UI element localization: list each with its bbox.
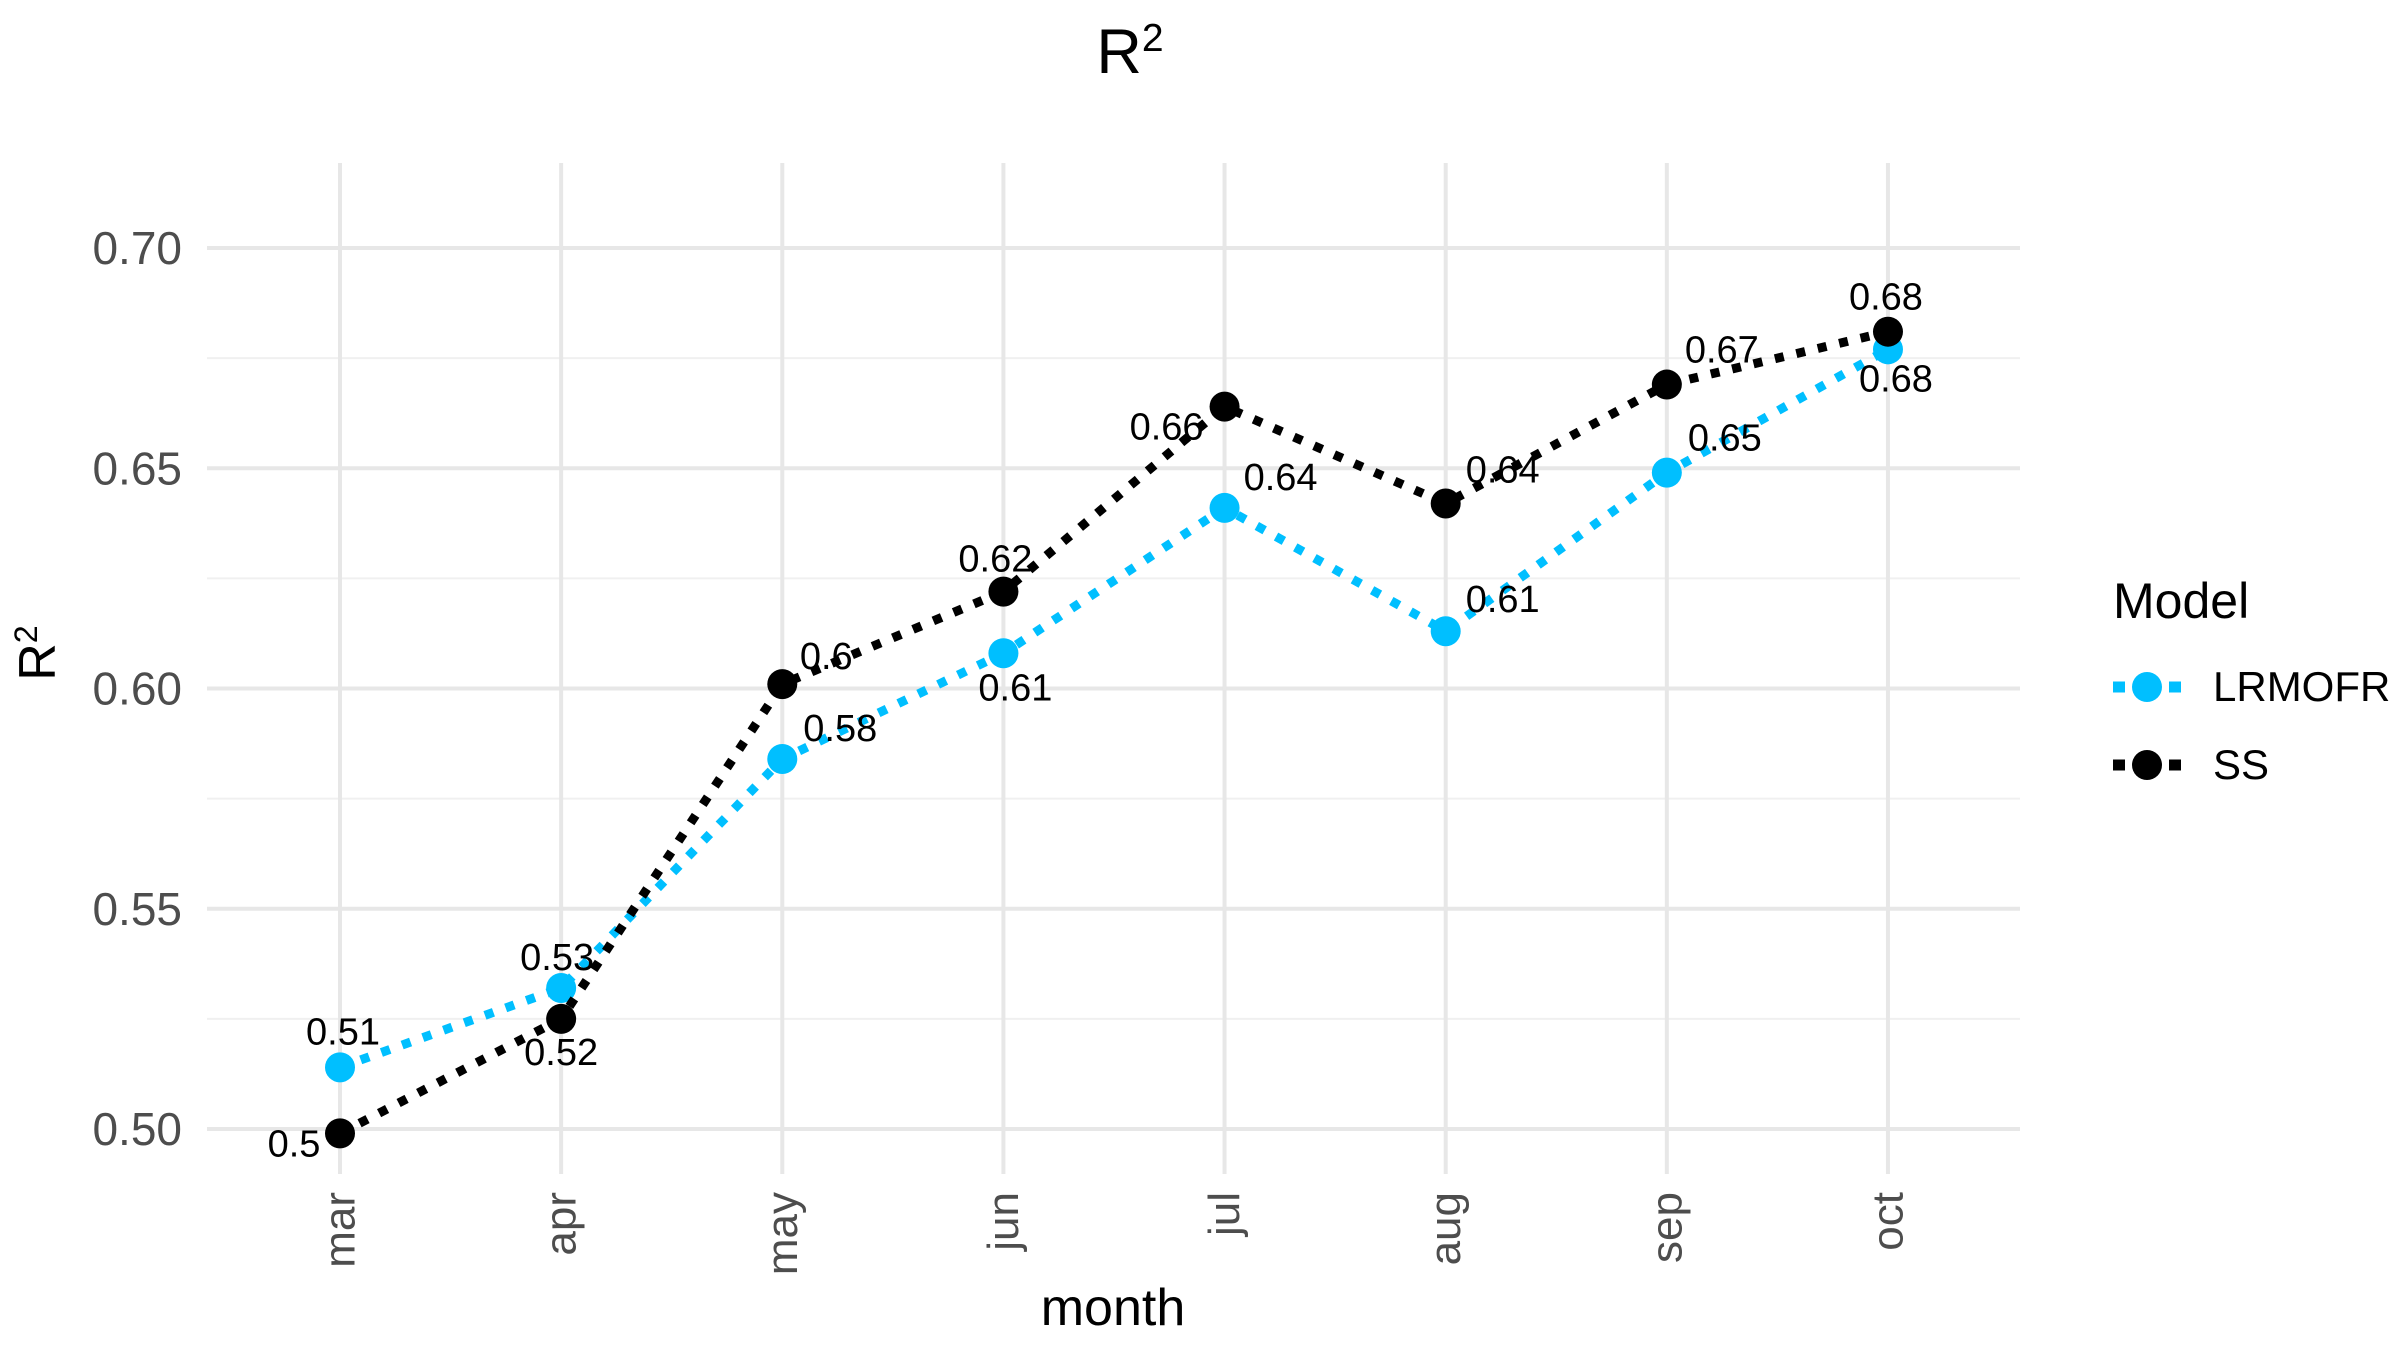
data-point-ss-sep — [1651, 369, 1682, 400]
data-point-ss-jul — [1209, 391, 1240, 422]
legend-key-ss-icon — [2113, 750, 2181, 780]
series-line-ss — [337, 327, 1890, 1138]
legend-key-dash — [2113, 759, 2125, 771]
data-point-ss-oct — [1872, 316, 1903, 347]
data-point-ss-mar — [325, 1118, 355, 1149]
data-point-lrmofr-apr — [546, 973, 577, 1004]
x-tick-label-mar: mar — [316, 1192, 365, 1268]
data-point-label-ss-sep: 0.67 — [1685, 330, 1759, 372]
y-tick-label: 0.50 — [92, 1103, 182, 1155]
data-point-ss-apr — [546, 1003, 577, 1034]
legend-key-point — [2132, 750, 2162, 780]
y-tick-label: 0.60 — [92, 663, 182, 715]
x-tick-label-apr: apr — [537, 1192, 586, 1256]
data-point-lrmofr-jun — [988, 638, 1019, 669]
legend-key-dash — [2169, 681, 2181, 693]
data-point-lrmofr-may — [767, 743, 798, 774]
x-tick-label-may: may — [758, 1192, 807, 1275]
data-point-lrmofr-mar — [325, 1052, 355, 1083]
data-point-label-lrmofr-aug: 0.61 — [1466, 579, 1540, 621]
data-point-label-ss-aug: 0.64 — [1466, 449, 1540, 491]
data-point-label-lrmofr-jun: 0.61 — [978, 667, 1052, 709]
x-tick-label-aug: aug — [1421, 1192, 1470, 1265]
x-axis-title: month — [1040, 1279, 1186, 1337]
data-point-label-ss-apr: 0.52 — [524, 1032, 598, 1074]
data-point-label-lrmofr-mar: 0.51 — [306, 1011, 380, 1053]
data-point-label-lrmofr-apr: 0.53 — [520, 937, 594, 979]
data-point-label-ss-jul: 0.66 — [1130, 407, 1204, 449]
y-tick-label: 0.65 — [92, 442, 182, 494]
plot-title-text: R — [1096, 17, 1142, 87]
legend-key-dash — [2113, 681, 2125, 693]
legend-item-ss: SS — [2113, 741, 2390, 788]
x-tick-label-jul: jul — [1200, 1192, 1249, 1238]
series-line-lrmofr — [338, 345, 1891, 1072]
plot-title-superscript: 2 — [1141, 17, 1164, 60]
legend-key-lrmofr-icon — [2113, 672, 2181, 702]
data-point-label-ss-mar: 0.5 — [268, 1123, 321, 1165]
data-point-ss-aug — [1430, 488, 1461, 519]
legend-label-ss: SS — [2213, 741, 2270, 788]
data-point-lrmofr-jul — [1209, 492, 1240, 523]
data-point-label-ss-jun: 0.62 — [958, 539, 1032, 581]
data-point-label-lrmofr-sep: 0.65 — [1688, 418, 1762, 460]
legend-title: Model — [2113, 573, 2250, 629]
data-point-label-ss-may: 0.6 — [800, 636, 853, 678]
data-point-label-ss-oct: 0.68 — [1849, 277, 1923, 319]
y-tick-label: 0.55 — [92, 883, 182, 935]
legend-item-lrmofr: LRMOFR — [2113, 663, 2391, 710]
legend-label-lrmofr: LRMOFR — [2213, 663, 2391, 710]
x-tick-label-oct: oct — [1863, 1192, 1912, 1251]
data-point-label-lrmofr-jul: 0.64 — [1244, 457, 1318, 499]
data-point-ss-may — [767, 669, 798, 700]
x-tick-label-sep: sep — [1642, 1192, 1691, 1263]
data-point-lrmofr-sep — [1651, 457, 1682, 488]
legend-key-point — [2132, 672, 2162, 702]
legend: Model LRMOFR SS — [2113, 573, 2390, 821]
y-tick-label: 0.70 — [92, 222, 182, 274]
legend-key-dash — [2169, 759, 2181, 771]
data-point-lrmofr-aug — [1430, 616, 1461, 647]
data-point-label-lrmofr-may: 0.58 — [803, 708, 877, 750]
plot-title: R2 — [1096, 16, 1163, 88]
x-tick-label-jun: jun — [979, 1192, 1028, 1253]
legend-items: LRMOFR SS — [2113, 663, 2391, 788]
data-point-ss-jun — [988, 576, 1019, 607]
data-point-label-lrmofr-oct: 0.68 — [1859, 358, 1933, 400]
